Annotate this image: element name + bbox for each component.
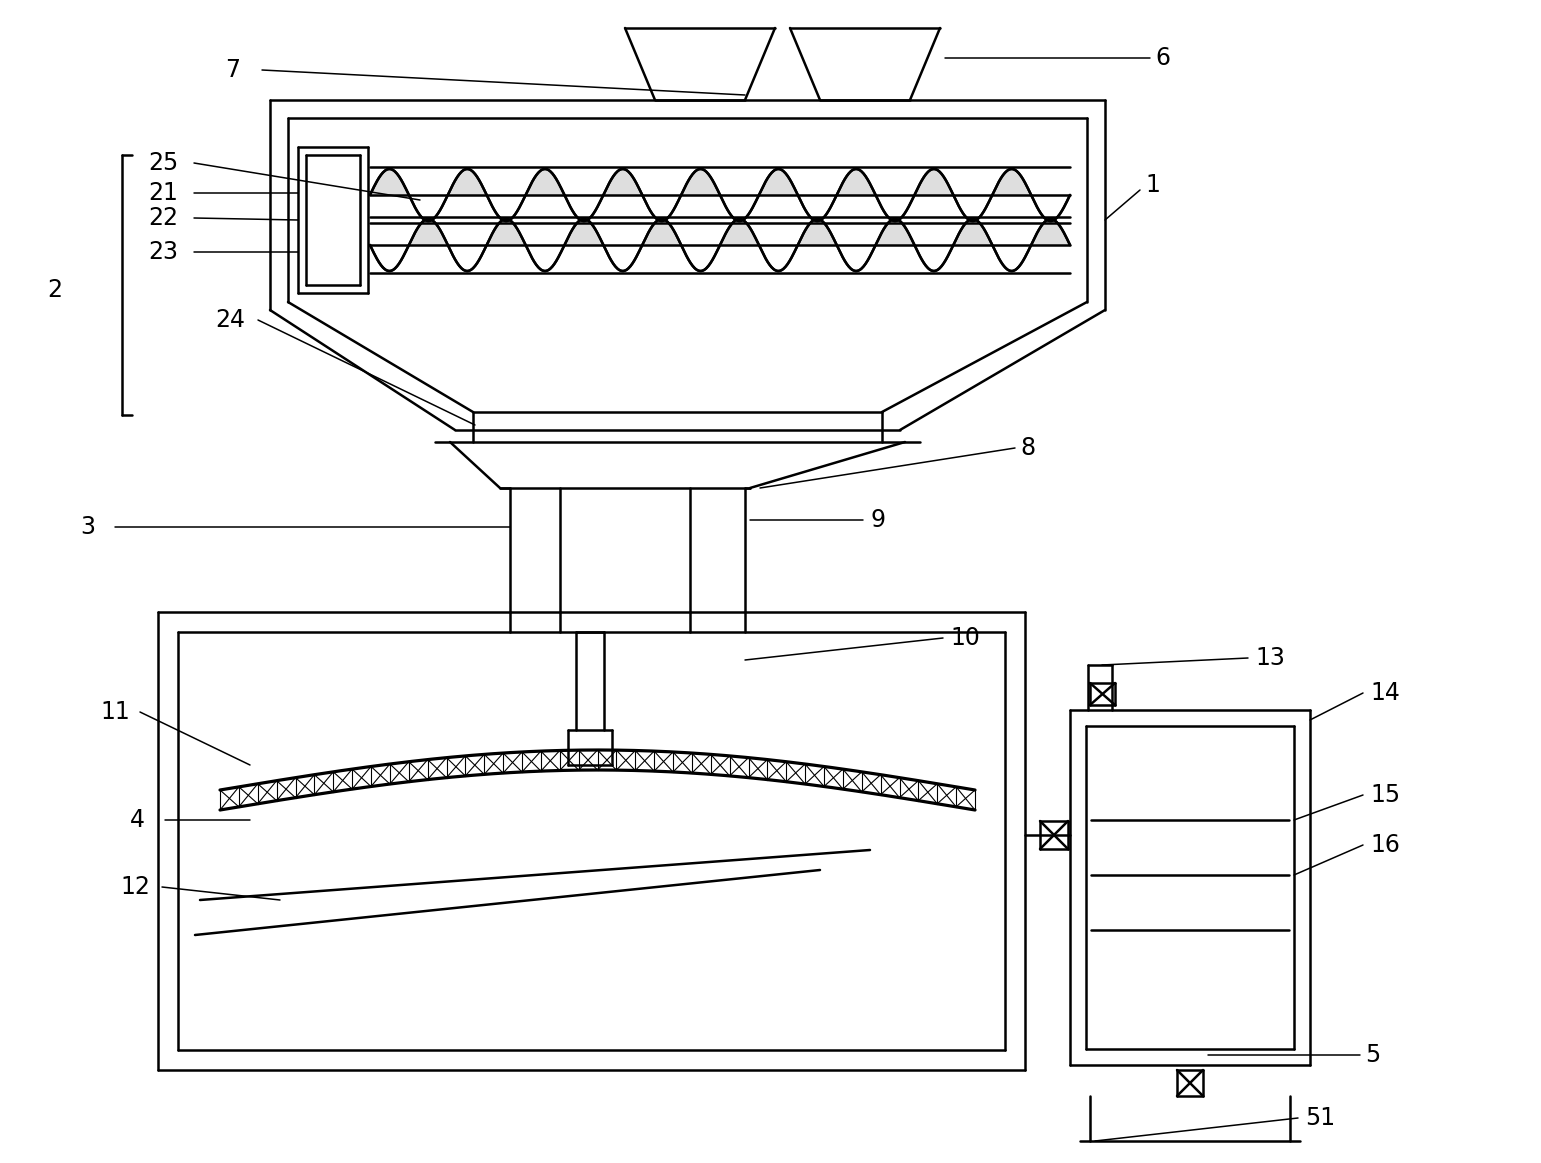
Text: 11: 11 xyxy=(100,700,129,725)
Text: 7: 7 xyxy=(225,58,240,83)
Text: 9: 9 xyxy=(871,508,885,531)
Text: 3: 3 xyxy=(80,515,96,538)
Text: 2: 2 xyxy=(48,278,63,302)
Text: 24: 24 xyxy=(216,308,245,331)
Text: 14: 14 xyxy=(1370,682,1399,705)
Text: 4: 4 xyxy=(129,808,145,832)
Text: 16: 16 xyxy=(1370,833,1399,857)
Text: 12: 12 xyxy=(120,875,149,899)
Text: 6: 6 xyxy=(1156,47,1170,70)
Text: 13: 13 xyxy=(1254,645,1285,670)
Text: 5: 5 xyxy=(1365,1043,1381,1066)
Text: 21: 21 xyxy=(148,181,177,205)
Text: 15: 15 xyxy=(1370,783,1401,807)
Text: 51: 51 xyxy=(1305,1106,1335,1130)
Text: 10: 10 xyxy=(949,626,980,650)
Text: 23: 23 xyxy=(148,240,179,264)
Text: 22: 22 xyxy=(148,206,179,230)
Text: 8: 8 xyxy=(1020,436,1036,461)
Text: 25: 25 xyxy=(148,151,179,174)
Text: 1: 1 xyxy=(1145,173,1160,197)
